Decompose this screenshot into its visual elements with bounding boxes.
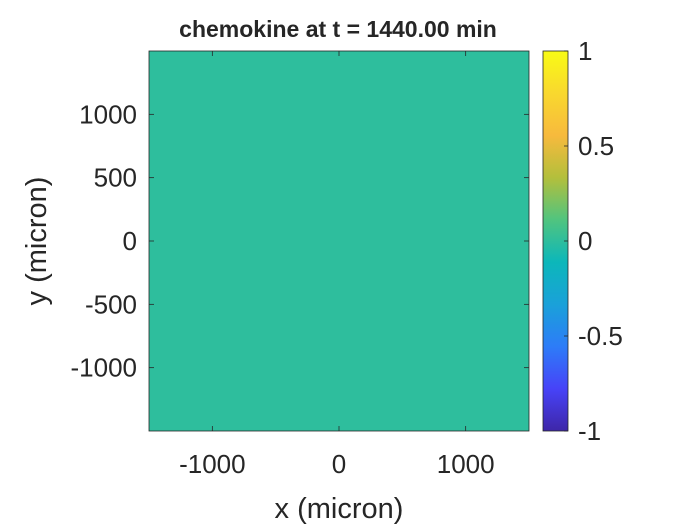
y-axis-label: y (micron) bbox=[21, 177, 53, 306]
colorbar-tick-label: 0.5 bbox=[578, 131, 614, 161]
colorbar bbox=[542, 50, 569, 432]
x-tick-label: 0 bbox=[332, 449, 346, 479]
colorbar-tick-label: -1 bbox=[578, 416, 601, 446]
x-axis-label: x (micron) bbox=[275, 493, 404, 525]
x-tick-label: -1000 bbox=[179, 449, 246, 479]
colorbar-tick-label: 0 bbox=[578, 226, 592, 256]
y-tick-label: 500 bbox=[94, 163, 137, 193]
y-tick-label: 0 bbox=[123, 226, 137, 256]
chart-title: chemokine at t = 1440.00 min bbox=[179, 16, 497, 42]
x-axis-ticks: -1000 0 1000 bbox=[179, 51, 495, 479]
y-axis-ticks: -1000 -500 0 500 1000 bbox=[71, 99, 529, 383]
y-tick-label: -1000 bbox=[71, 353, 138, 383]
colorbar-tick-label: 1 bbox=[578, 36, 592, 66]
y-tick-label: -500 bbox=[85, 289, 137, 319]
heatmap-field bbox=[149, 51, 529, 431]
colorbar-ticks: -1 -0.5 0 0.5 1 bbox=[564, 36, 623, 446]
x-tick-label: 1000 bbox=[437, 449, 495, 479]
y-tick-label: 1000 bbox=[79, 99, 137, 129]
colorbar-tick-label: -0.5 bbox=[578, 321, 623, 351]
